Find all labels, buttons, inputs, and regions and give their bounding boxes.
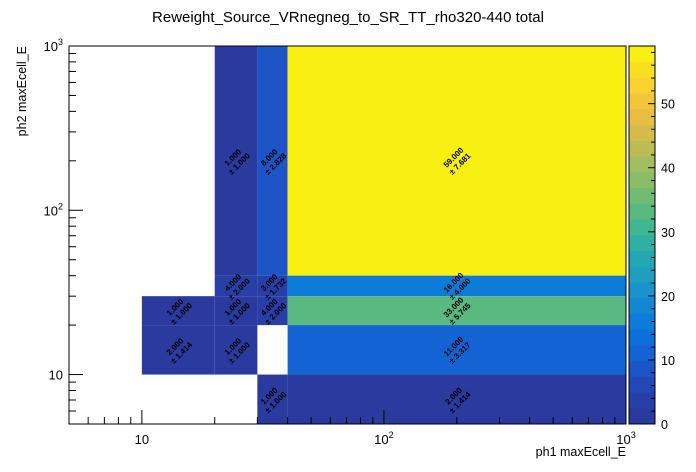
palette-tick-label: 40 [661,162,675,176]
palette-swatch [629,345,655,362]
palette-swatch [629,46,655,63]
palette-swatch [629,172,655,189]
palette-swatch [629,408,655,425]
axis-ticks: 10 102 103 10 102 103 [44,37,636,447]
heatmap-cell [287,374,626,424]
y-tick-label: 103 [44,37,63,54]
x-axis-label: ph1 maxEcell_E [536,445,626,459]
palette-frame [628,45,656,425]
palette-tick-label: 10 [661,354,675,368]
heatmap-cell [257,374,288,424]
heatmap-cell [214,275,258,297]
palette-swatch [629,93,655,110]
heatmap-cell [214,46,258,276]
palette-swatch [629,361,655,378]
x-tick-label: 103 [616,430,635,447]
palette-tick-label: 0 [661,418,668,432]
palette-tick-label: 20 [661,290,675,304]
heatmap-cell [141,325,215,375]
y-tick-label: 102 [44,201,63,218]
palette-swatch [629,266,655,283]
heatmap-cell [287,325,626,375]
heatmap-cell [257,296,288,326]
palette-swatch [629,61,655,78]
palette-swatch [629,313,655,330]
heatmap-cell [257,275,288,297]
palette-swatch [629,219,655,236]
palette-swatch [629,140,655,157]
palette-swatch [629,124,655,141]
palette-tick-label: 30 [661,226,675,240]
palette-swatch [629,329,655,346]
palette-swatch [629,376,655,393]
palette-tick-label: 50 [661,98,675,112]
palette-swatch [629,250,655,267]
heatmap-cell [141,296,215,326]
heatmap-cell [257,46,288,276]
x-tick-label: 10 [135,432,149,447]
y-axis-label: ph2 maxEcell_E [15,46,29,136]
palette-swatch [629,298,655,315]
palette-swatch [629,203,655,220]
heatmap-cell [214,325,258,375]
palette-swatch [629,156,655,173]
heatmap-cell [214,296,258,326]
plot-frame [68,45,627,425]
palette-swatch [629,235,655,252]
color-palette: 0 10 20 30 40 50 [628,45,675,432]
heatmap-cell [287,296,626,326]
heatmap-cells [141,46,626,424]
palette-swatch [629,392,655,409]
heatmap-cell [287,46,626,276]
palette-swatch [629,187,655,204]
heatmap-cell [287,275,626,297]
cell-label-group: 4.000± 2.000 [259,297,289,327]
palette-swatch [629,109,655,126]
palette-swatch [629,282,655,299]
chart-title: Reweight_Source_VRnegneg_to_SR_TT_rho320… [152,9,544,26]
y-tick-label: 10 [49,368,63,383]
x-tick-label: 102 [374,430,393,447]
palette-swatch [629,77,655,94]
